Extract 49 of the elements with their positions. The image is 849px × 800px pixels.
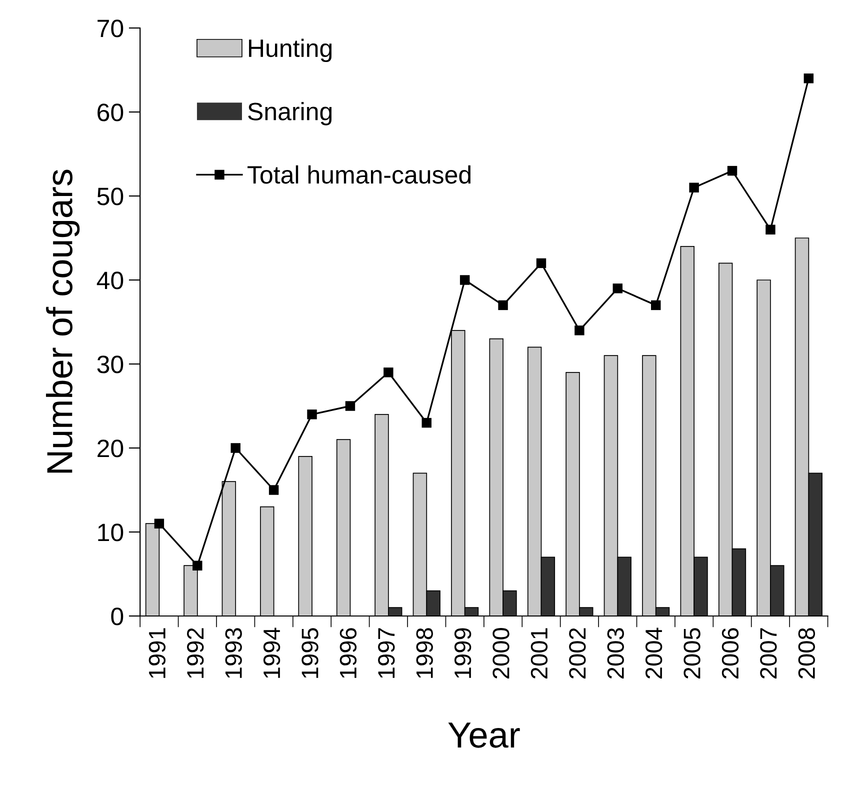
y-tick-label: 70 — [98, 20, 124, 38]
point — [498, 300, 508, 310]
legend-label: Total human-caused — [248, 165, 470, 184]
point — [612, 284, 623, 294]
x-tick-label: 1999 — [454, 628, 472, 678]
x-tick-label: 2000 — [492, 628, 510, 678]
point — [689, 182, 699, 192]
point — [727, 166, 738, 176]
x-tick-label: 2001 — [530, 628, 548, 678]
x-axis-title: Year — [448, 722, 520, 748]
y-axis-title: Number of cougars — [46, 170, 80, 473]
point — [766, 224, 776, 234]
x-tick-label: 1998 — [416, 628, 433, 678]
x-tick-label: 1994 — [263, 628, 280, 678]
point — [268, 485, 279, 495]
x-tick-label: 1991 — [148, 628, 166, 678]
point — [307, 410, 317, 420]
x-tick-label: 2002 — [569, 628, 586, 678]
point — [154, 518, 164, 528]
y-tick-label: 20 — [98, 440, 124, 458]
x-tick-label: 1996 — [340, 628, 357, 678]
x-tick-label: 2003 — [607, 628, 624, 678]
x-tick-label: 1997 — [378, 628, 395, 678]
point — [422, 418, 432, 428]
x-tick-label: 2007 — [760, 628, 777, 678]
x-tick-label: 1992 — [187, 628, 204, 678]
y-tick-label: 30 — [97, 356, 124, 374]
y-tick-label: 50 — [97, 188, 124, 206]
point — [650, 300, 661, 310]
y-tick-label: 60 — [98, 104, 124, 122]
y-tick-label: 40 — [96, 272, 124, 290]
x-tick-label: 2004 — [645, 628, 662, 678]
point — [536, 258, 546, 268]
y-tick-label: 10 — [98, 524, 124, 542]
point — [192, 560, 202, 570]
x-tick-label: 2005 — [684, 628, 700, 678]
y-tick-label: 0 — [111, 608, 124, 626]
x-tick-label: 2008 — [798, 628, 816, 678]
point — [574, 326, 584, 336]
point — [460, 275, 470, 285]
x-tick-label: 1995 — [302, 628, 318, 678]
x-tick-label: 2006 — [722, 628, 739, 678]
point — [230, 443, 240, 453]
point — [345, 401, 356, 411]
point — [804, 74, 814, 84]
x-tick-label: 1993 — [225, 628, 242, 678]
legend-label: Snaring — [248, 102, 332, 126]
point — [384, 368, 394, 378]
legend-label: Hunting — [249, 38, 332, 62]
